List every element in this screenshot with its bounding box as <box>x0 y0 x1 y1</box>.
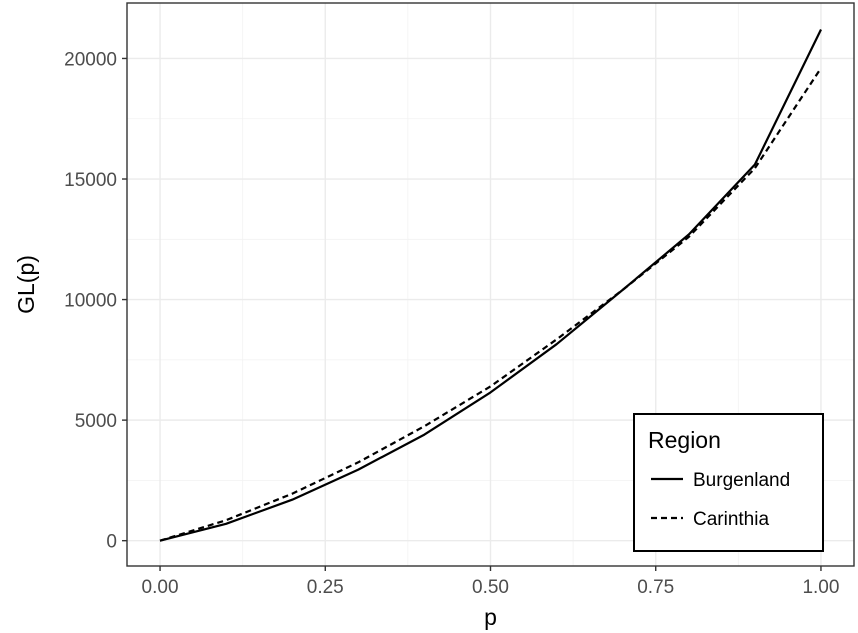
x-axis-title: p <box>484 604 497 630</box>
y-tick-label: 20000 <box>64 49 117 70</box>
legend-label-carinthia: Carinthia <box>693 509 769 530</box>
y-tick-label: 0 <box>106 532 117 553</box>
series-line-burgenland <box>159 29 822 542</box>
grid <box>127 3 854 566</box>
y-axis-title: GL(p) <box>13 255 39 314</box>
x-tick-label: 0.75 <box>637 577 674 598</box>
series-lines <box>159 29 822 542</box>
x-tick-label: 1.00 <box>802 577 839 598</box>
x-tick-label: 0.00 <box>142 577 179 598</box>
legend-box <box>633 413 824 552</box>
legend-title: Region <box>648 427 721 453</box>
legend-label-burgenland: Burgenland <box>693 470 790 491</box>
y-tick-label: 10000 <box>64 291 117 312</box>
y-tick-label: 15000 <box>64 170 117 191</box>
x-tick-label: 0.50 <box>472 577 509 598</box>
legend: Region Burgenland Carinthia <box>633 413 824 552</box>
x-tick-label: 0.25 <box>307 577 344 598</box>
y-tick-label: 5000 <box>75 411 117 432</box>
axis-ticks: 0.00 0.25 0.50 0.75 1.00 0 5000 10000 15000 20000 <box>64 49 839 598</box>
legend-items: Burgenland Carinthia <box>651 470 790 530</box>
